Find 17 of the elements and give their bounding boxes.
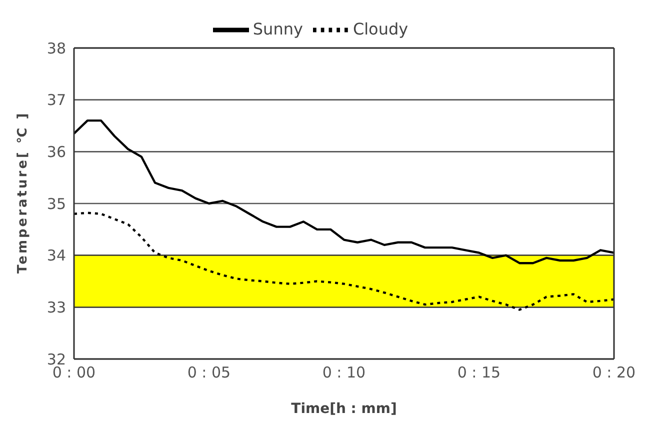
legend-label: Cloudy: [352, 19, 408, 38]
y-tick-label: 38: [46, 39, 66, 58]
y-tick-label: 33: [46, 298, 66, 316]
legend-label: Sunny: [252, 19, 303, 38]
y-tick-label: 37: [46, 91, 66, 110]
x-tick-label: 0 : 15: [457, 364, 501, 382]
line-series: [74, 212, 614, 311]
y-tick-label: 34: [46, 246, 66, 265]
y-tick-label: 35: [46, 194, 66, 213]
x-tick-label: 0 : 05: [187, 364, 231, 382]
line-series: [74, 119, 614, 264]
x-tick-label: 0 : 10: [322, 364, 366, 382]
x-tick-label: 0 : 00: [52, 364, 96, 382]
x-axis-title: Time[h : mm]: [291, 401, 397, 417]
y-tick-label: 36: [46, 142, 66, 161]
x-tick-label: 0 : 20: [592, 364, 636, 382]
y-axis-title: Temperature[ ℃ ]: [16, 111, 31, 274]
